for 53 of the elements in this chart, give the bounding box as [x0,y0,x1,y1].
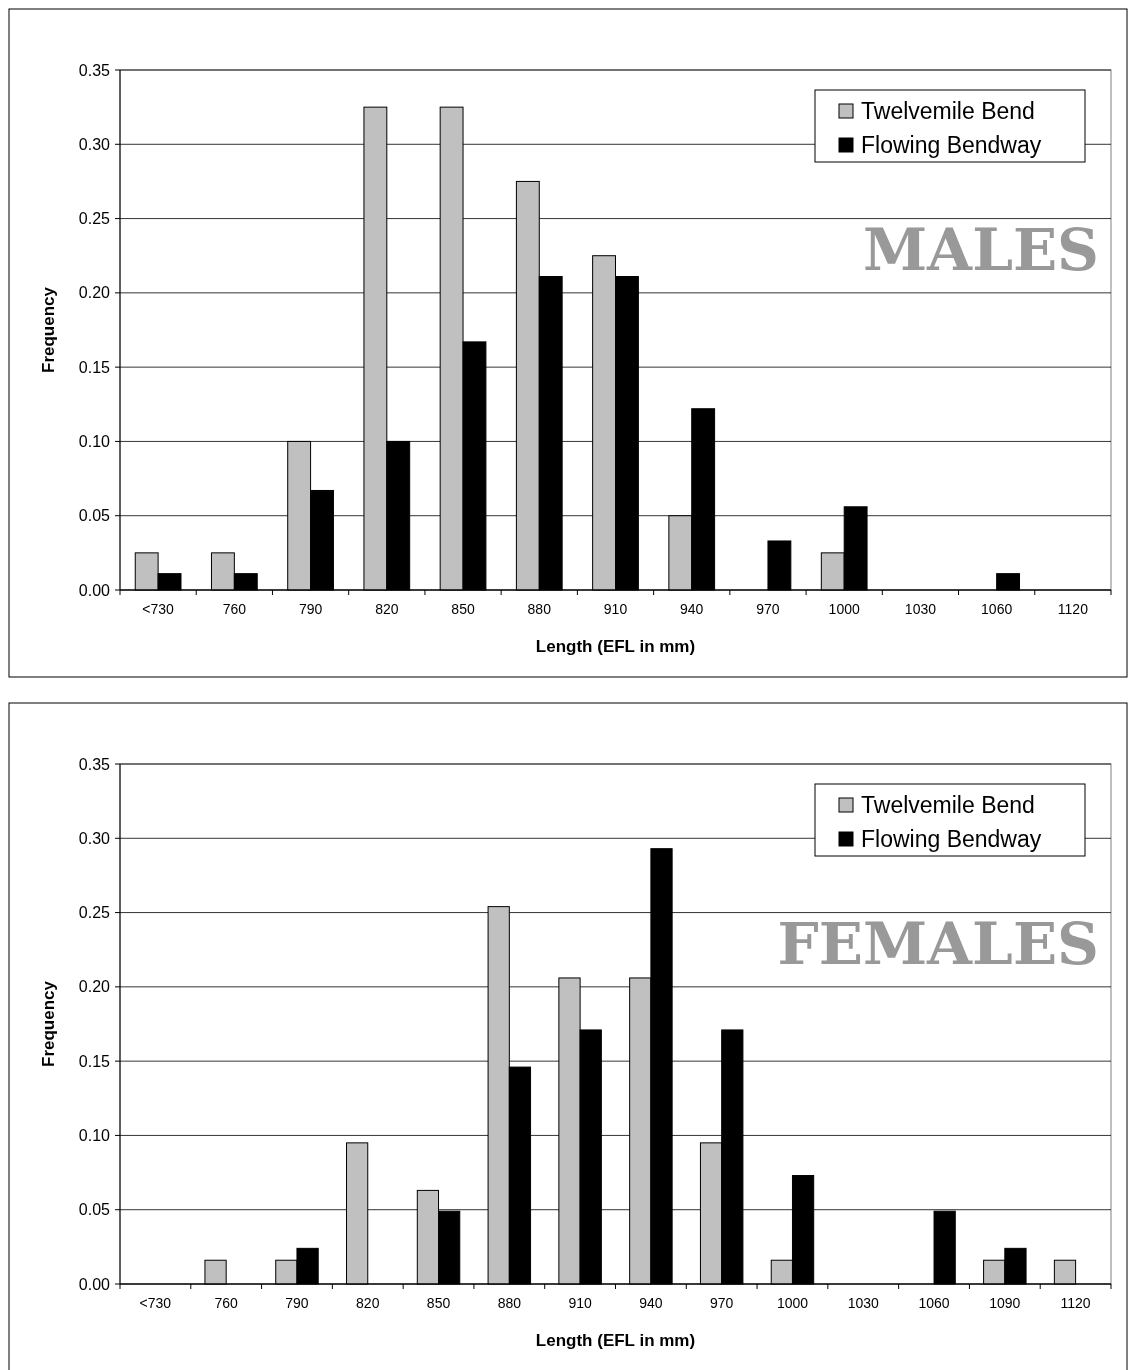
x-tick-label: <730 [142,601,175,617]
x-tick-label: 1060 [981,601,1013,617]
x-tick-label: 790 [298,601,323,617]
x-tick-label: 760 [222,601,247,617]
y-tick-label: 0.35 [78,755,111,773]
x-axis-title: Length (EFL in mm) [535,637,696,656]
legend-label: Twelvemile Bend [861,792,1035,819]
annotation: MALES [862,216,1099,284]
x-tick-label: 850 [426,1295,451,1311]
y-tick-label: 0.35 [78,61,111,79]
x-tick-label: 880 [497,1295,522,1311]
x-tick-label: 940 [639,1295,663,1311]
x-tick-label: 1090 [989,1295,1021,1311]
x-tick-label: 760 [214,1295,239,1311]
x-tick-label: <730 [139,1295,172,1311]
y-tick-label: 0.30 [78,829,111,847]
x-tick-label: 970 [756,601,780,617]
y-tick-label: 0.20 [78,284,111,302]
x-tick-label: 1030 [847,1295,880,1311]
y-tick-label: 0.15 [78,1052,111,1070]
y-tick-label: 0.05 [78,507,111,525]
x-tick-label: 1000 [828,601,860,617]
legend-label: Flowing Bendway [861,132,1042,159]
x-tick-label: 940 [680,601,704,617]
x-tick-label: 1000 [776,1295,809,1311]
annotation: FEMALES [777,910,1099,978]
y-tick-label: 0.20 [78,978,111,996]
x-tick-label: 910 [603,601,628,617]
x-tick-label: 1030 [904,601,937,617]
y-tick-label: 0.10 [78,433,111,451]
x-tick-label: 1120 [1060,1295,1091,1311]
legend-label: Twelvemile Bend [861,98,1035,125]
y-tick-label: 0.10 [78,1127,111,1145]
y-axis-title: Frequency [39,286,58,373]
y-tick-label: 0.25 [78,210,111,228]
x-tick-label: 790 [285,1295,309,1311]
x-tick-label: 1060 [918,1295,950,1311]
y-tick-label: 0.15 [78,358,111,376]
x-tick-label: 970 [710,1295,734,1311]
x-axis-title: Length (EFL in mm) [535,1331,696,1350]
x-tick-label: 910 [568,1295,592,1311]
y-tick-label: 0.00 [78,581,111,599]
x-tick-label: 880 [527,601,552,617]
y-tick-label: 0.05 [78,1201,111,1219]
legend-label: Flowing Bendway [861,826,1042,853]
x-tick-label: 820 [375,601,399,617]
y-tick-label: 0.30 [78,135,111,153]
y-axis-title: Frequency [39,980,58,1067]
x-tick-label: 820 [356,1295,380,1311]
y-tick-label: 0.25 [78,904,111,922]
x-tick-label: 850 [451,601,475,617]
x-tick-label: 1120 [1057,601,1089,617]
y-tick-label: 0.00 [78,1275,111,1293]
